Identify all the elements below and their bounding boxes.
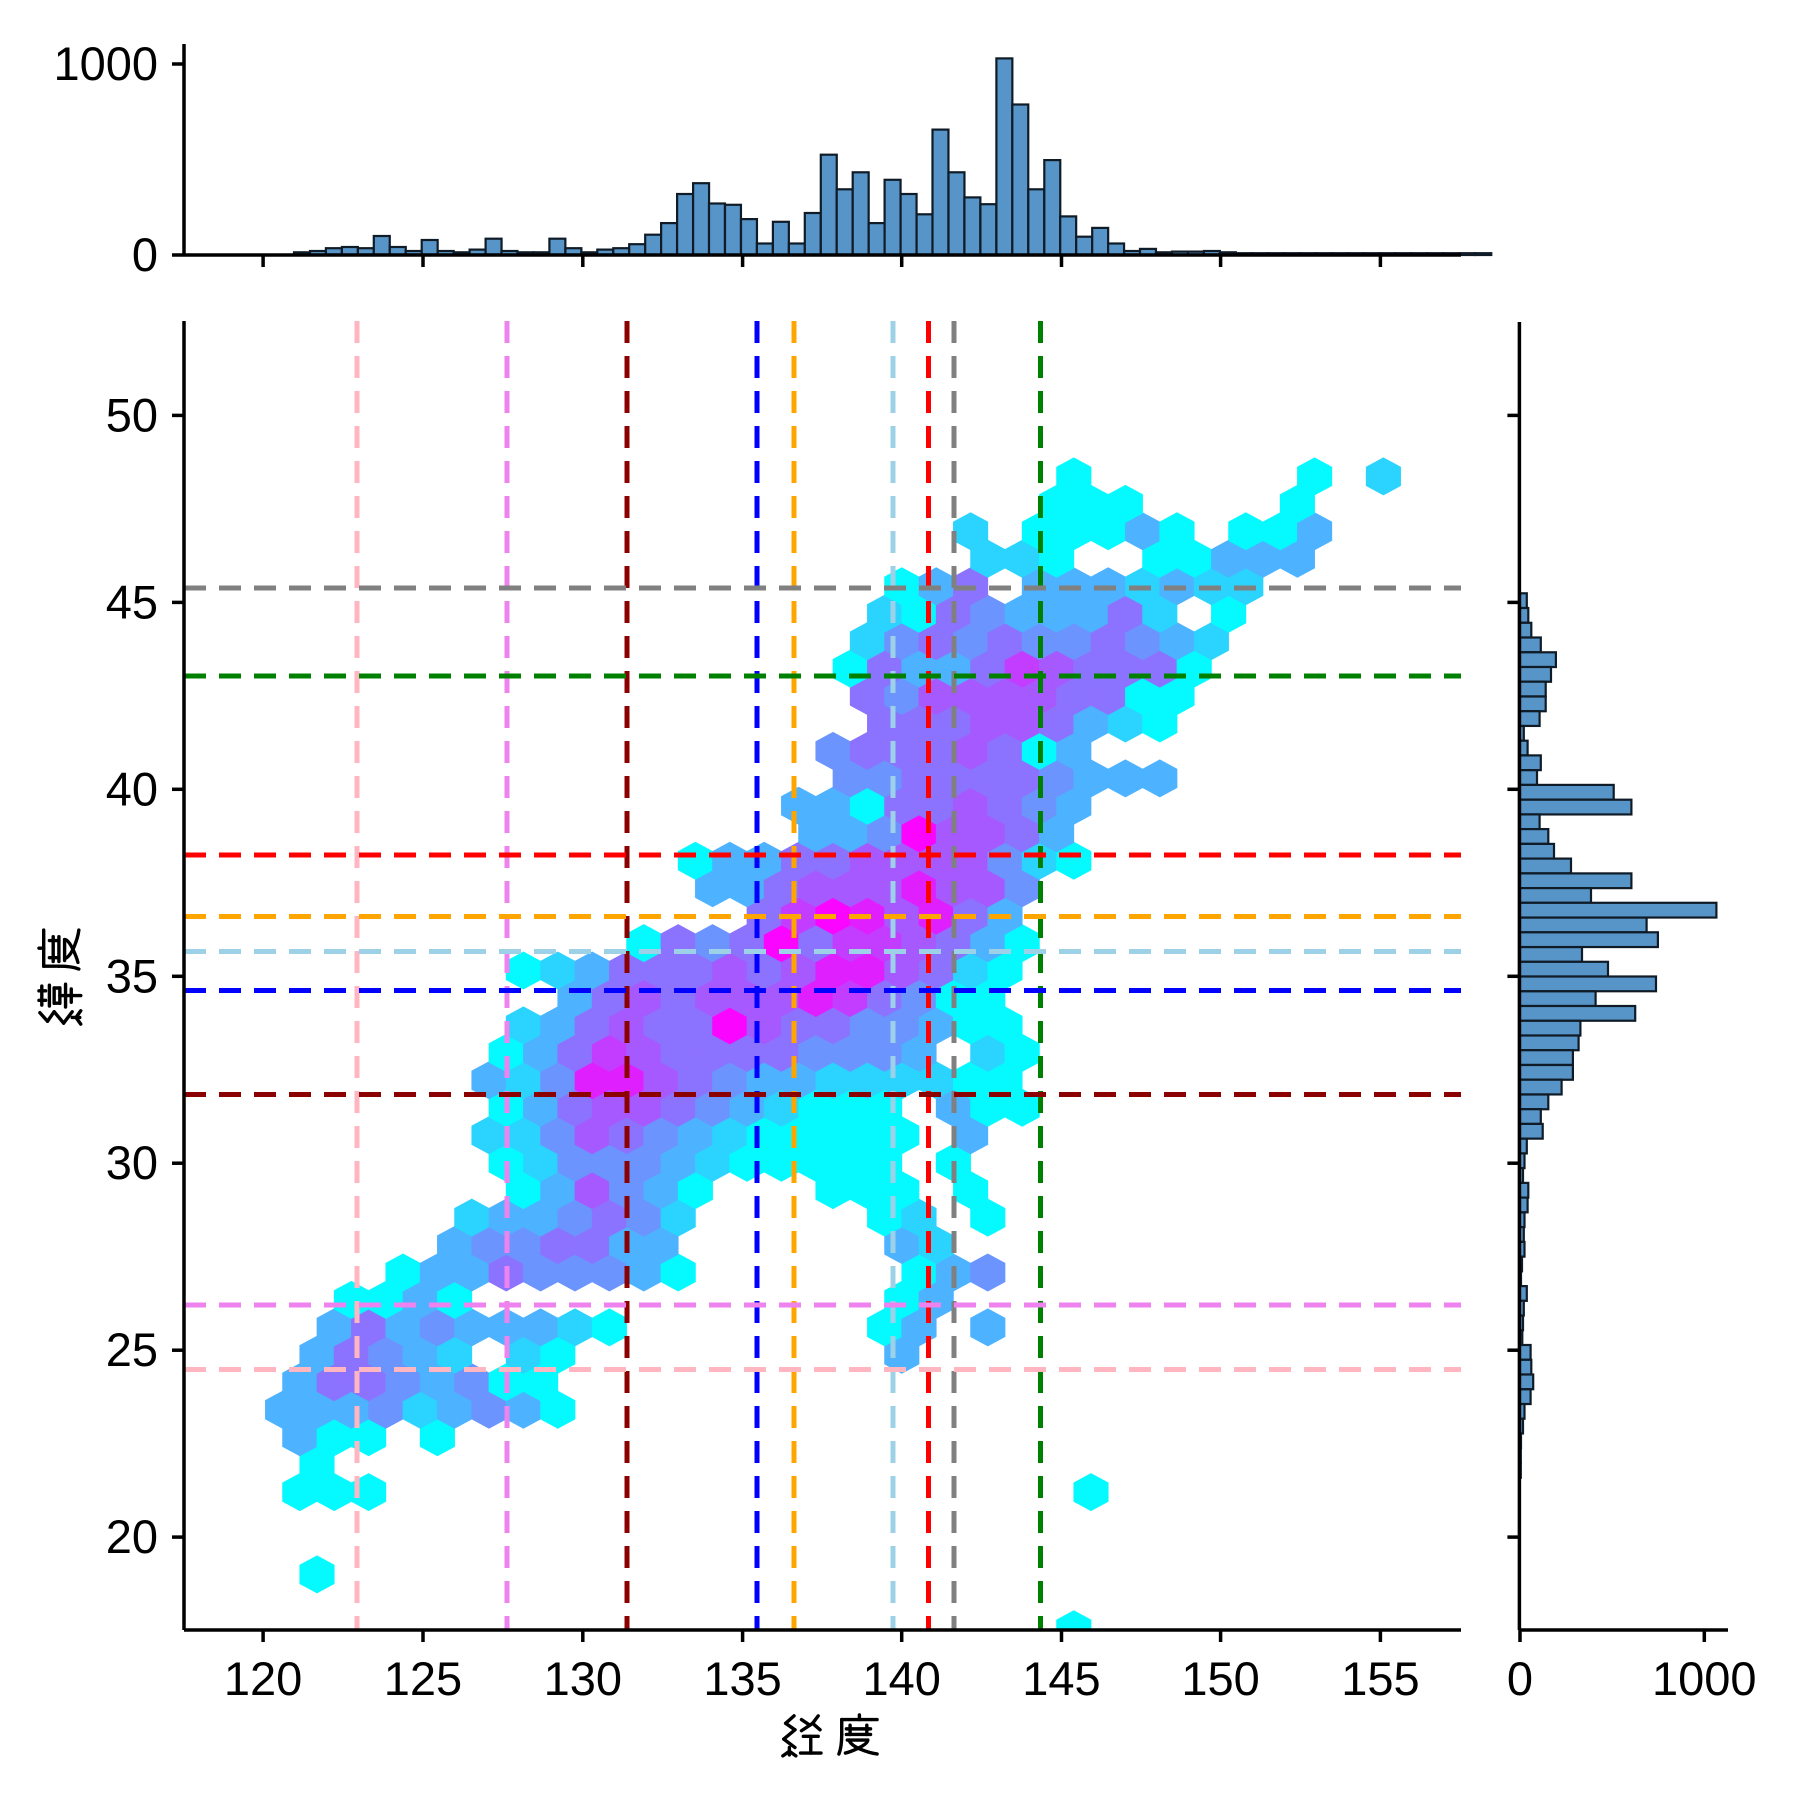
svg-text:0: 0 — [1507, 1652, 1533, 1705]
svg-text:125: 125 — [384, 1652, 462, 1705]
svg-text:35: 35 — [106, 949, 158, 1002]
svg-text:150: 150 — [1181, 1652, 1259, 1705]
svg-text:1000: 1000 — [1652, 1652, 1757, 1705]
svg-text:20: 20 — [106, 1510, 158, 1563]
svg-text:40: 40 — [106, 762, 158, 815]
svg-text:1000: 1000 — [53, 37, 158, 90]
svg-text:145: 145 — [1022, 1652, 1100, 1705]
svg-text:45: 45 — [106, 575, 158, 628]
svg-text:130: 130 — [544, 1652, 622, 1705]
svg-text:120: 120 — [224, 1652, 302, 1705]
svg-text:50: 50 — [106, 388, 158, 441]
svg-text:30: 30 — [106, 1136, 158, 1189]
svg-text:25: 25 — [106, 1323, 158, 1376]
svg-text:140: 140 — [862, 1652, 940, 1705]
svg-text:155: 155 — [1341, 1652, 1419, 1705]
svg-text:135: 135 — [703, 1652, 781, 1705]
svg-text:0: 0 — [132, 228, 158, 281]
